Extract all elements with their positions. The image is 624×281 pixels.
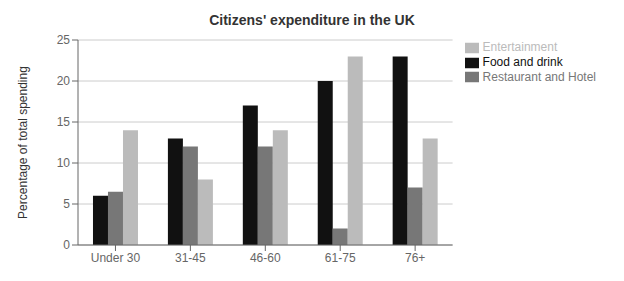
svg-text:15: 15: [57, 115, 71, 129]
svg-text:20: 20: [57, 74, 71, 88]
html-text:Restaurant and Hotel: Restaurant and Hotel: [482, 69, 596, 84]
html-text:Citizens' expenditure in the U: Citizens' expenditure in the UK: [209, 12, 415, 28]
html-text:Entertainment: Entertainment: [482, 40, 558, 54]
svg-text:46-60: 46-60: [250, 251, 281, 265]
svg-text:10: 10: [57, 156, 71, 170]
svg-text:76+: 76+: [405, 251, 425, 265]
svg-text:0: 0: [63, 238, 70, 252]
svg-text:Under 30: Under 30: [91, 251, 141, 265]
html-text:Food and drink: Food and drink: [482, 54, 563, 69]
svg-text:31-45: 31-45: [175, 251, 206, 265]
svg-text:Percentage of total spending: Percentage of total spending: [16, 66, 30, 219]
svg-text:61-75: 61-75: [325, 251, 356, 265]
svg-text:25: 25: [57, 33, 71, 47]
svg-text:5: 5: [63, 197, 70, 211]
